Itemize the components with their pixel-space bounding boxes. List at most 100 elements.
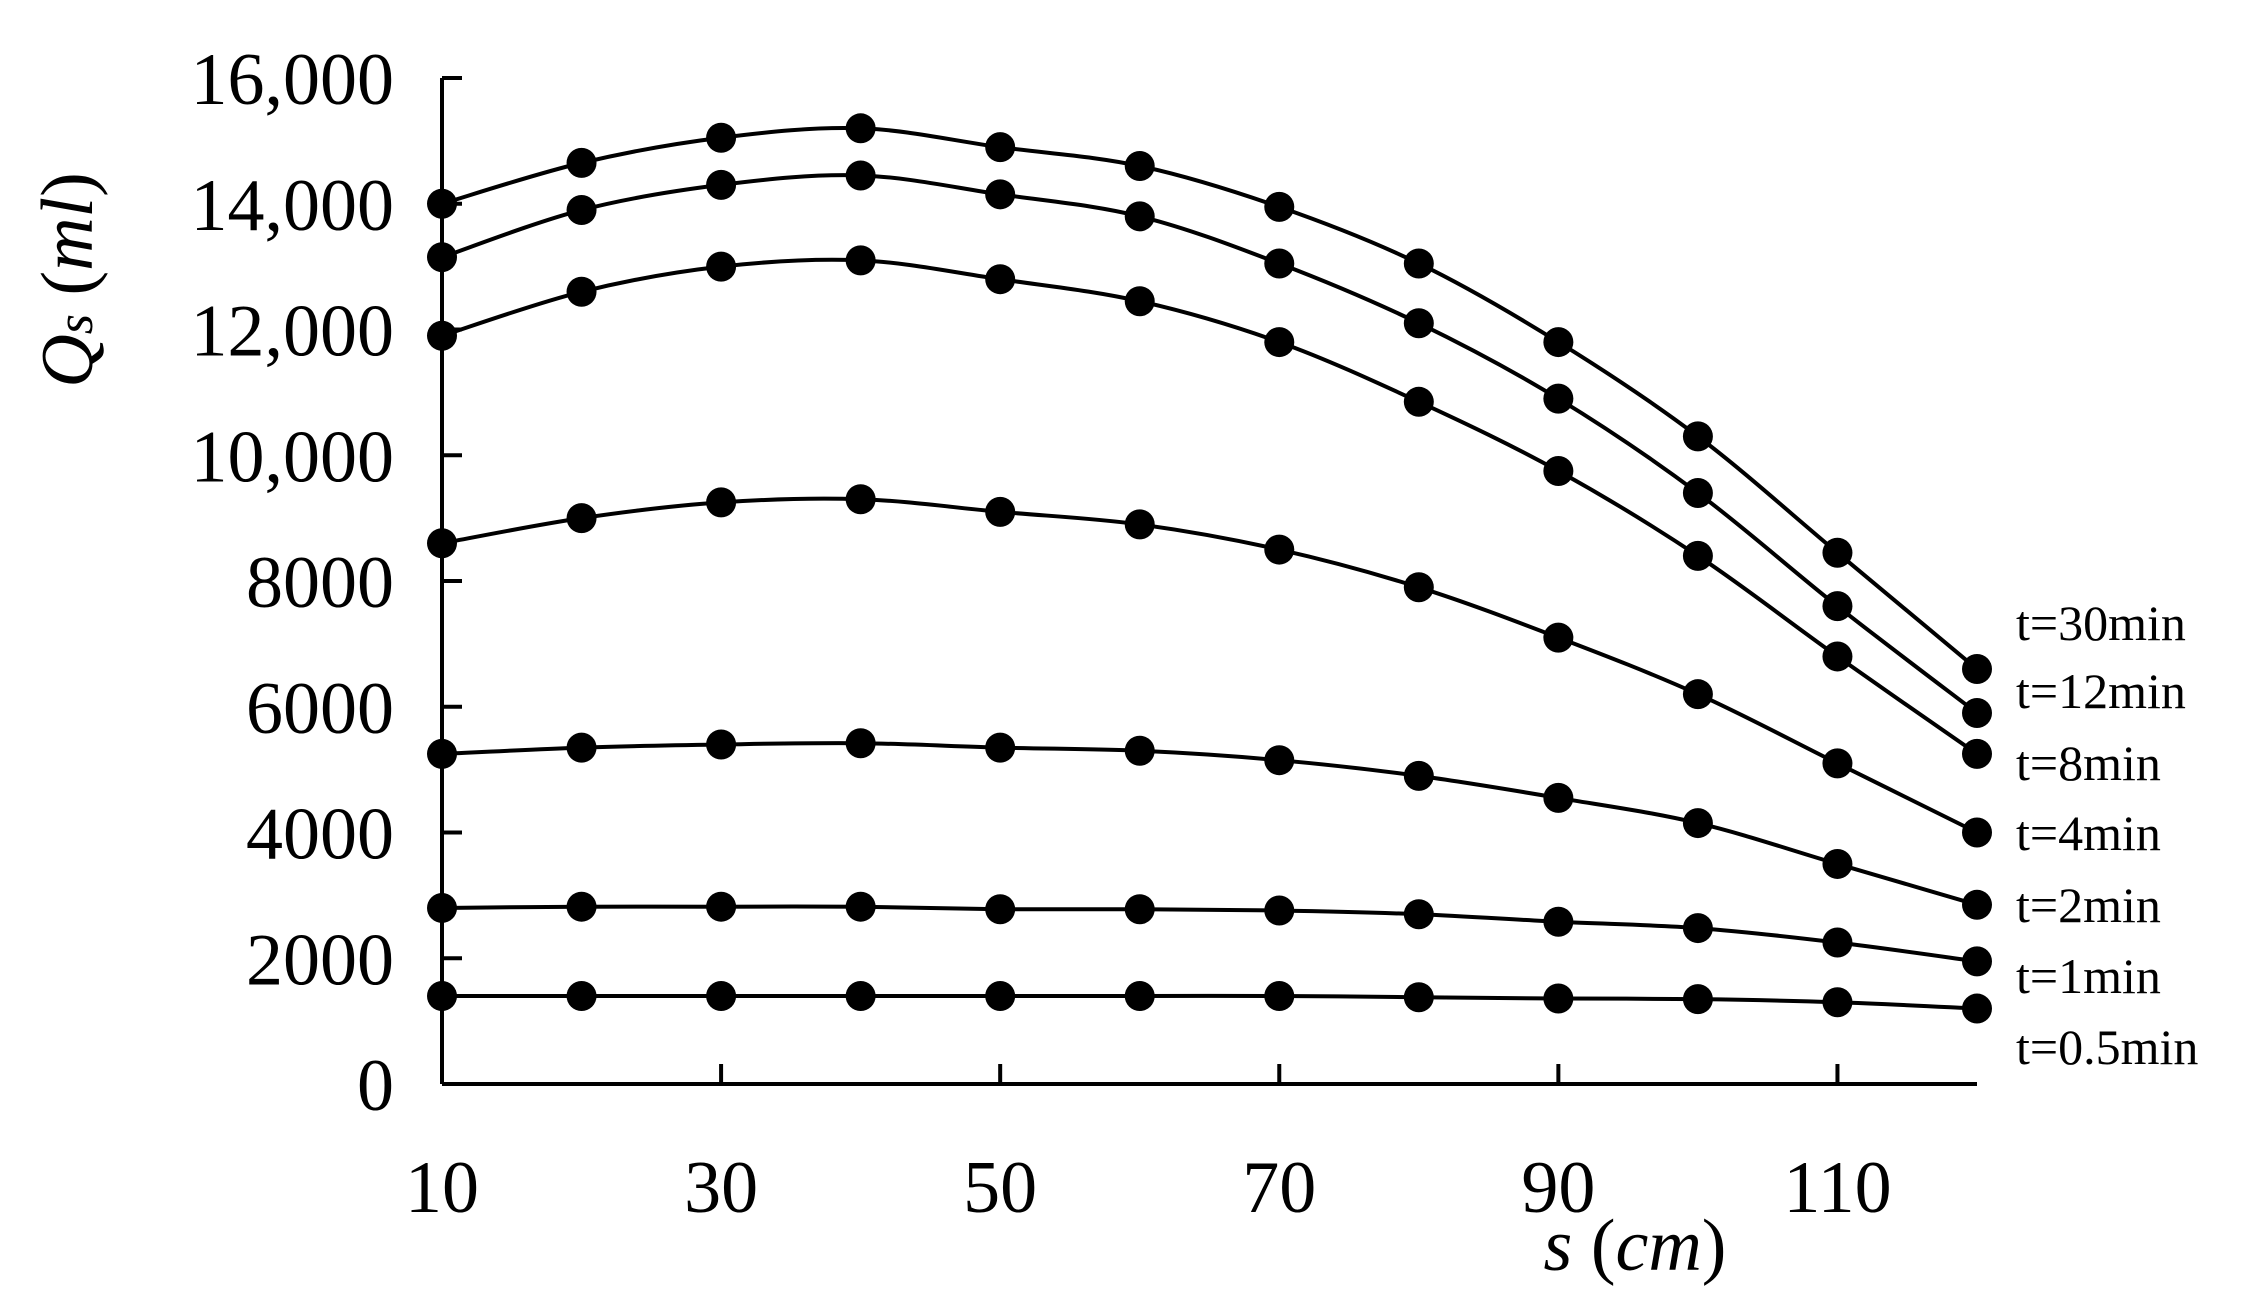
x-axis-paren-close: ) bbox=[1702, 1205, 1727, 1287]
series-t-1min bbox=[427, 891, 1992, 977]
data-point bbox=[985, 732, 1016, 763]
data-point bbox=[1822, 591, 1853, 622]
data-point bbox=[1264, 745, 1295, 776]
data-point bbox=[427, 980, 457, 1011]
data-point bbox=[1543, 455, 1574, 486]
data-point bbox=[1543, 782, 1574, 813]
data-point bbox=[845, 245, 876, 276]
y-tick-label: 2000 bbox=[246, 919, 394, 1001]
y-axis-sub: s bbox=[47, 314, 104, 334]
data-point bbox=[845, 891, 876, 922]
data-point bbox=[706, 122, 737, 153]
data-point bbox=[1124, 509, 1155, 540]
y-tick-label: 0 bbox=[357, 1045, 394, 1127]
data-point bbox=[1124, 894, 1155, 925]
data-point bbox=[1403, 248, 1434, 279]
data-point bbox=[1403, 572, 1434, 603]
x-tick-label: 50 bbox=[963, 1147, 1037, 1229]
data-point bbox=[1264, 327, 1295, 358]
y-axis-var: Q bbox=[27, 334, 109, 387]
data-point bbox=[427, 528, 457, 559]
data-point bbox=[1682, 984, 1713, 1015]
x-ticks: 10 30 50 70 90 110 bbox=[405, 1064, 1892, 1229]
data-point bbox=[706, 487, 737, 518]
series-label: t=30min bbox=[2016, 595, 2186, 651]
x-tick-label: 70 bbox=[1242, 1147, 1316, 1229]
y-tick-label: 12,000 bbox=[191, 291, 395, 373]
data-point bbox=[566, 980, 597, 1011]
data-point bbox=[845, 160, 876, 191]
data-point bbox=[985, 132, 1016, 163]
x-tick-label: 10 bbox=[405, 1147, 479, 1229]
series-label: t=12min bbox=[2016, 663, 2186, 719]
data-point bbox=[1124, 201, 1155, 232]
series-label: t=2min bbox=[2016, 877, 2161, 933]
data-point bbox=[1264, 248, 1295, 279]
data-point bbox=[1403, 308, 1434, 339]
data-point bbox=[1124, 980, 1155, 1011]
data-point bbox=[1962, 993, 1992, 1024]
y-tick-label: 10,000 bbox=[191, 416, 395, 498]
y-axis-unit: ml bbox=[27, 197, 109, 271]
data-point bbox=[1822, 927, 1853, 958]
x-axis-var: s bbox=[1544, 1205, 1573, 1287]
data-point bbox=[706, 169, 737, 200]
data-point bbox=[1822, 848, 1853, 879]
series-t-2min bbox=[427, 728, 1992, 920]
series-line bbox=[441, 993, 1978, 1011]
series-t-0-5min bbox=[427, 980, 1992, 1024]
data-point bbox=[566, 732, 597, 763]
data-point bbox=[566, 276, 597, 307]
data-point bbox=[1962, 738, 1992, 769]
data-point bbox=[1682, 540, 1713, 571]
data-point bbox=[985, 894, 1016, 925]
data-point bbox=[566, 147, 597, 178]
data-point bbox=[1403, 899, 1434, 930]
data-point bbox=[427, 892, 457, 923]
data-point bbox=[1962, 817, 1992, 848]
data-point bbox=[845, 728, 876, 759]
data-point bbox=[985, 179, 1016, 210]
x-axis-paren-open: ( bbox=[1572, 1205, 1615, 1287]
series-line bbox=[441, 496, 1978, 835]
series-t-4min bbox=[427, 484, 1992, 848]
series-line bbox=[441, 173, 1979, 715]
x-axis-unit: cm bbox=[1616, 1205, 1702, 1287]
series-label: t=8min bbox=[2016, 735, 2161, 791]
data-point bbox=[706, 980, 737, 1011]
data-point bbox=[1682, 477, 1713, 508]
data-point bbox=[845, 113, 876, 144]
data-point bbox=[1962, 889, 1992, 920]
data-point bbox=[706, 891, 737, 922]
data-point bbox=[845, 484, 876, 515]
series-line bbox=[441, 741, 1978, 907]
data-point bbox=[427, 188, 457, 219]
data-point bbox=[1822, 987, 1853, 1018]
y-axis-paren-open: ( bbox=[27, 271, 109, 314]
series-group bbox=[427, 113, 1992, 1024]
data-point bbox=[1264, 895, 1295, 926]
y-tick-label: 4000 bbox=[246, 794, 394, 876]
data-point bbox=[427, 242, 457, 273]
data-point bbox=[985, 264, 1016, 295]
data-point bbox=[427, 738, 457, 769]
series-label: t=4min bbox=[2016, 805, 2161, 861]
series-t-12min bbox=[427, 160, 1992, 729]
data-point bbox=[566, 195, 597, 226]
series-line bbox=[441, 904, 1978, 964]
data-point bbox=[566, 503, 597, 534]
data-point bbox=[1543, 983, 1574, 1014]
series-t-8min bbox=[427, 245, 1992, 769]
series-labels: t=30min t=12min t=8min t=4min t=2min t=1min t=… bbox=[2016, 595, 2198, 1075]
y-tick-label: 16,000 bbox=[191, 39, 395, 121]
data-point bbox=[1124, 151, 1155, 182]
x-tick-label: 30 bbox=[684, 1147, 758, 1229]
y-axis-paren-close: ) bbox=[27, 172, 109, 197]
data-point bbox=[1822, 748, 1853, 779]
data-point bbox=[1124, 735, 1155, 766]
data-point bbox=[1264, 980, 1295, 1011]
x-tick-label: 90 bbox=[1521, 1147, 1595, 1229]
data-point bbox=[1962, 654, 1992, 685]
data-point bbox=[706, 251, 737, 282]
